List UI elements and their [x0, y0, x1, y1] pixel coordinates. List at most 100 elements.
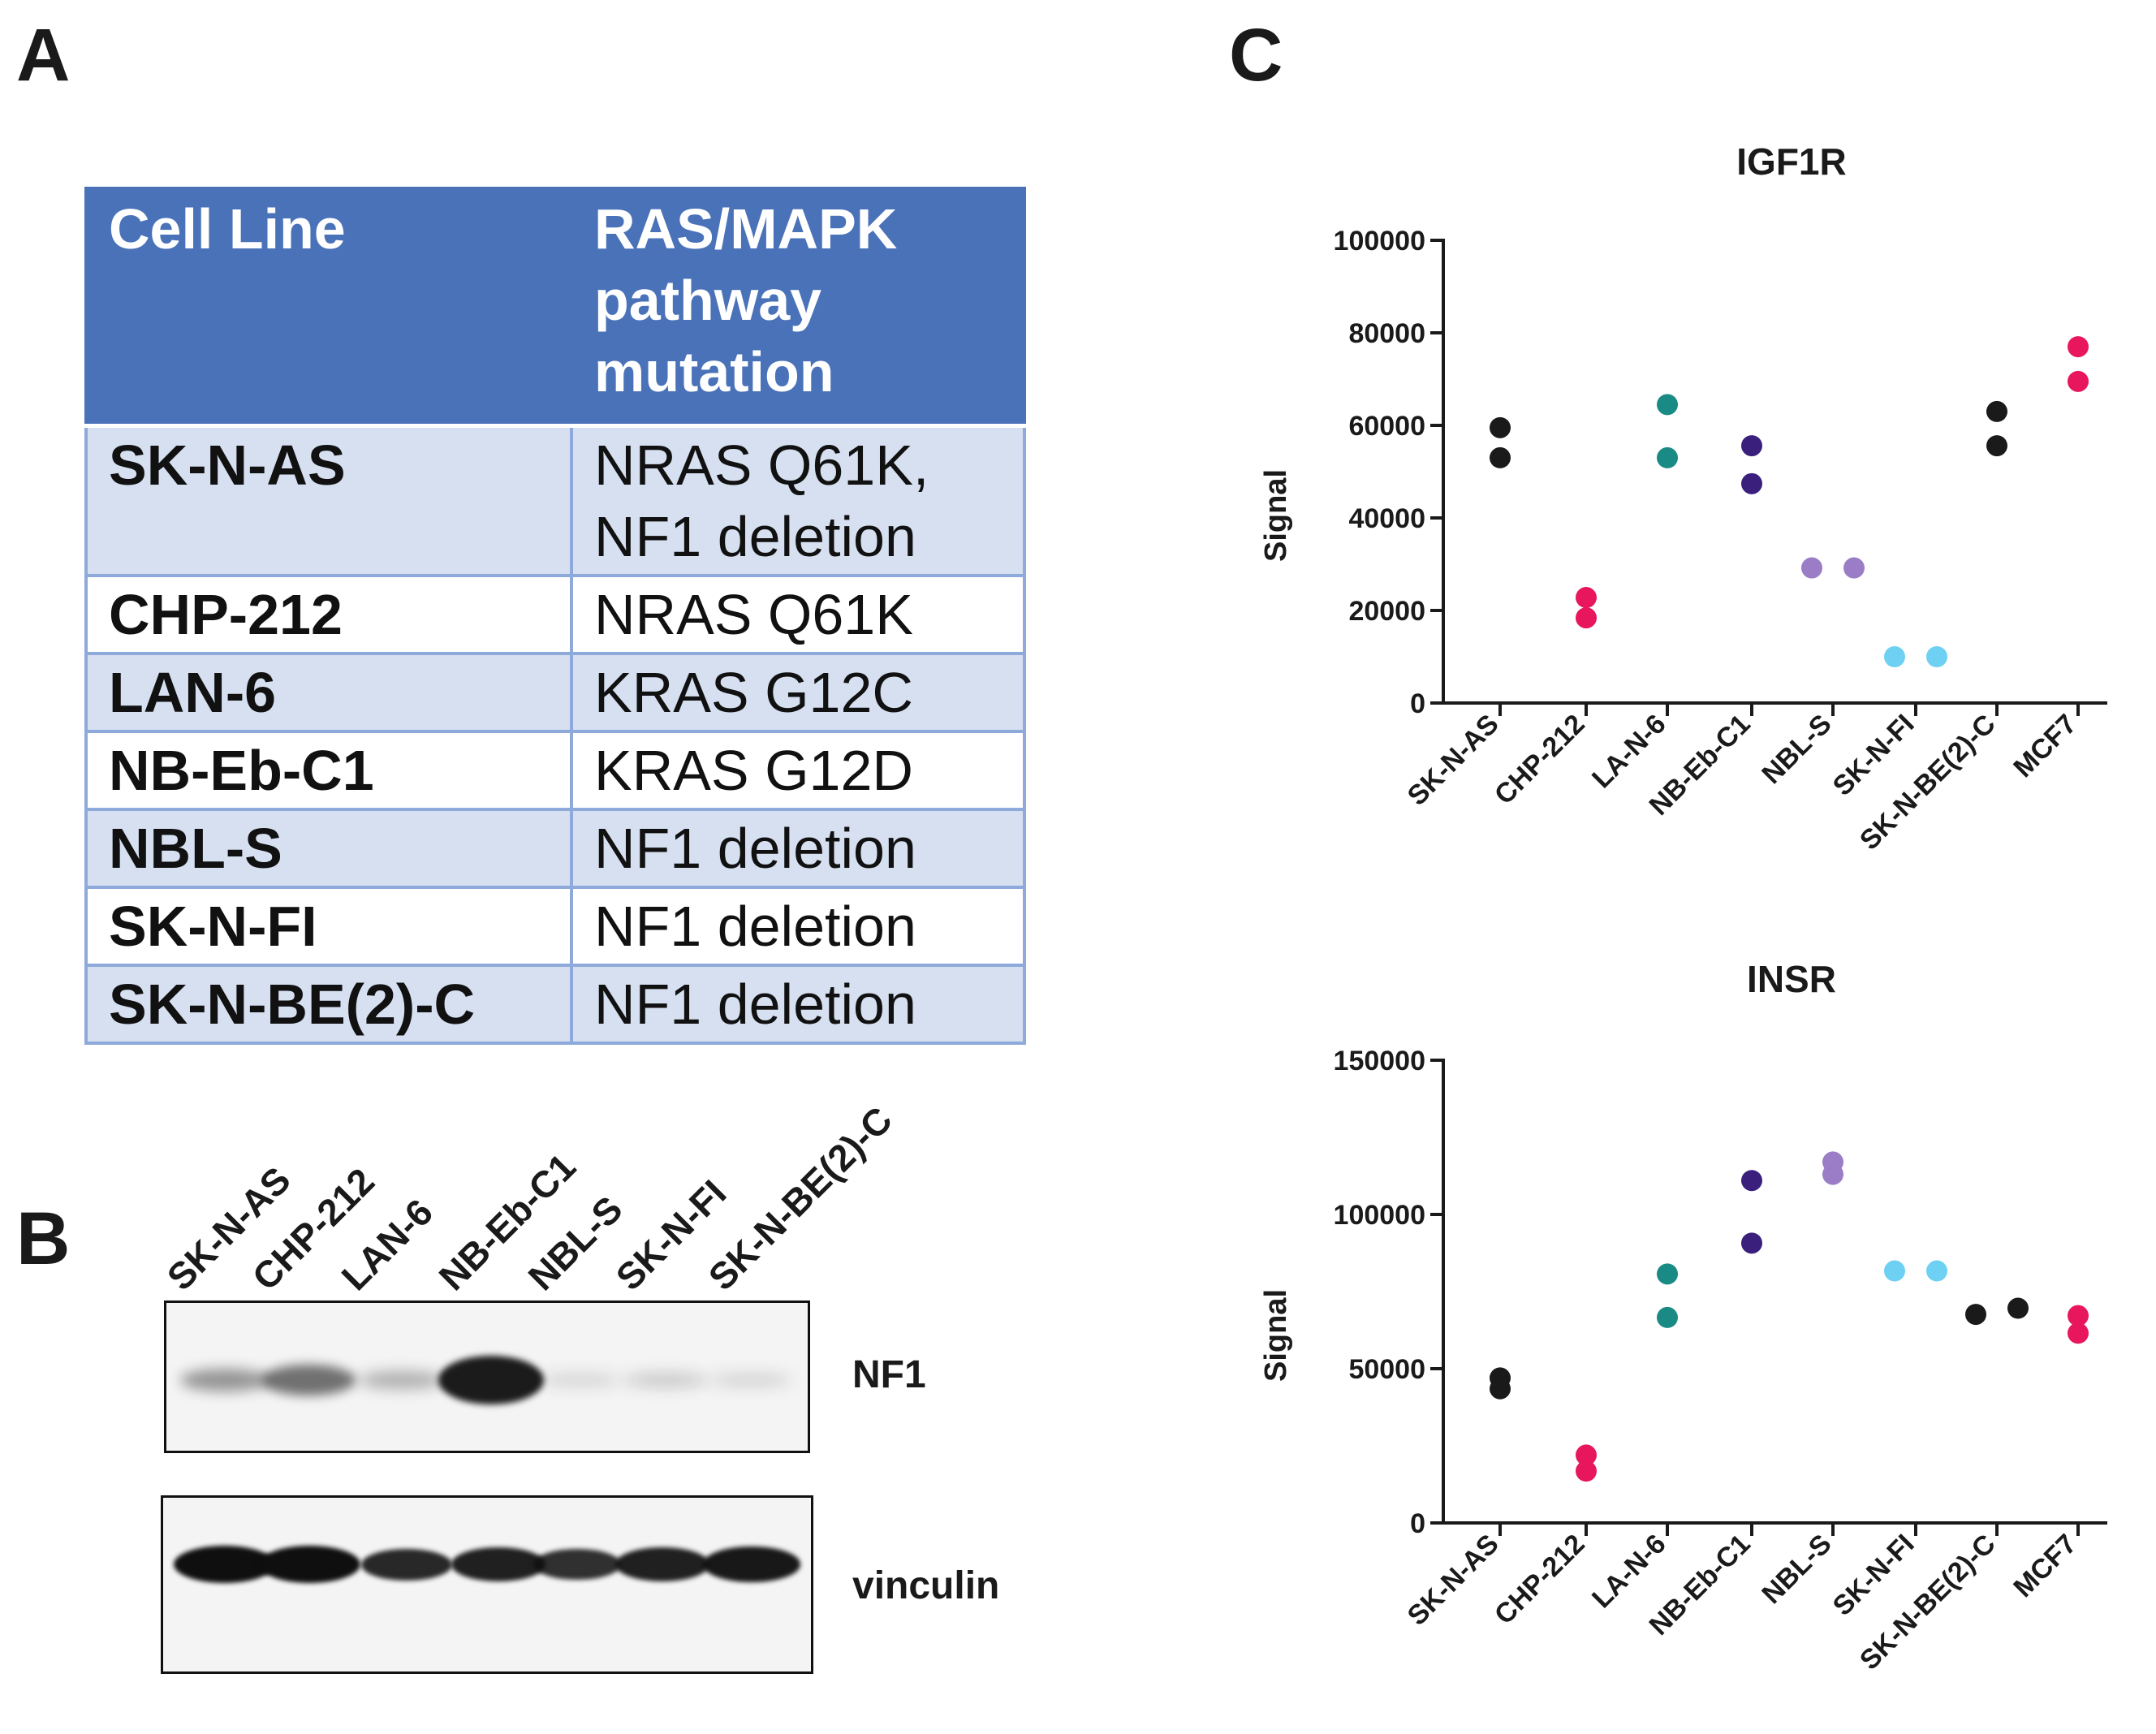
table-row: SK-N-AS NRAS Q61K, NF1 deletion — [84, 424, 1026, 577]
cell-line-name: SK-N-AS — [84, 424, 573, 577]
table-row: SK-N-BE(2)-C NF1 deletion — [84, 964, 1026, 1045]
x-tick-label: LA-N-6 — [1586, 1529, 1672, 1615]
vinculin-band — [173, 1546, 275, 1583]
mutation-table: Cell Line RAS/MAPK pathway mutation SK-N… — [84, 187, 1026, 1045]
data-point — [1576, 607, 1597, 629]
data-point — [1822, 1151, 1843, 1173]
y-tick-label: 0 — [1410, 688, 1425, 719]
x-tick-label: NBL-S — [1756, 1529, 1837, 1610]
nf1-band — [623, 1373, 708, 1387]
x-tick-label: SK-N-AS — [1402, 1529, 1505, 1632]
blot-vinculin — [161, 1495, 813, 1674]
vinculin-band — [703, 1546, 800, 1582]
vinculin-band — [614, 1547, 710, 1581]
data-point — [1986, 435, 2007, 457]
data-point — [1884, 646, 1905, 667]
cell-line-name: SK-N-FI — [84, 886, 573, 967]
cell-line-name: NBL-S — [84, 808, 573, 889]
data-point — [1741, 1232, 1762, 1254]
data-point — [1741, 435, 1762, 457]
data-point — [2068, 370, 2089, 392]
table-row: NB-Eb-C1 KRAS G12D — [84, 730, 1026, 811]
data-point — [1741, 1170, 1762, 1192]
header-mutation: RAS/MAPK pathway mutation — [570, 187, 1026, 428]
mutation-value: KRAS G12C — [570, 652, 1026, 733]
vinculin-band — [361, 1548, 452, 1581]
panel-label-a: A — [16, 14, 71, 97]
data-point — [1657, 394, 1678, 416]
data-point — [1801, 557, 1822, 579]
x-tick-label: CHP-212 — [1489, 1529, 1591, 1631]
data-point — [2068, 1322, 2089, 1344]
y-tick-label: 100000 — [1334, 226, 1425, 257]
data-point — [1926, 1260, 1947, 1282]
nf1-band — [709, 1374, 792, 1387]
data-point — [1657, 1263, 1678, 1285]
mutation-value: NRAS Q61K, NF1 deletion — [570, 424, 1026, 577]
y-tick-label: 20000 — [1348, 596, 1425, 627]
protein-label-vinculin: vinculin — [852, 1564, 1000, 1607]
nf1-band — [438, 1356, 544, 1404]
vinculin-band — [533, 1549, 622, 1580]
x-tick-label: SK-N-AS — [1402, 709, 1505, 812]
data-point — [1576, 1444, 1597, 1466]
protein-label-nf1: NF1 — [852, 1353, 926, 1396]
mutation-value: NF1 deletion — [570, 964, 1026, 1045]
table-row: NBL-S NF1 deletion — [84, 808, 1026, 889]
cell-line-name: NB-Eb-C1 — [84, 730, 573, 811]
nf1-band — [358, 1370, 446, 1390]
cell-line-name: CHP-212 — [84, 574, 573, 655]
y-tick-label: 0 — [1410, 1508, 1425, 1539]
data-point — [2068, 1305, 2089, 1326]
data-point — [1926, 646, 1947, 667]
data-point — [2068, 336, 2089, 358]
data-point — [1741, 472, 1762, 494]
data-point — [1884, 1260, 1905, 1282]
cell-line-name: LAN-6 — [84, 652, 573, 733]
mutation-value: NRAS Q61K — [570, 574, 1026, 655]
data-point — [1490, 1367, 1511, 1389]
table-header-row: Cell Line RAS/MAPK pathway mutation — [84, 187, 1026, 428]
blot-nf1 — [164, 1300, 810, 1453]
data-point — [1965, 1304, 1986, 1326]
panel-label-b: B — [16, 1197, 71, 1280]
mutation-value: NF1 deletion — [570, 886, 1026, 967]
y-tick-label: 100000 — [1334, 1200, 1425, 1231]
y-tick-label: 150000 — [1334, 1046, 1425, 1076]
data-point — [2007, 1297, 2029, 1319]
x-tick-label: LA-N-6 — [1586, 709, 1672, 795]
cell-line-name: SK-N-BE(2)-C — [84, 964, 573, 1045]
vinculin-band — [258, 1546, 360, 1583]
data-point — [1576, 587, 1597, 609]
table-row: CHP-212 NRAS Q61K — [84, 574, 1026, 655]
panel-label-c: C — [1229, 14, 1283, 97]
data-point — [1986, 400, 2007, 422]
y-tick-label: 50000 — [1348, 1354, 1425, 1385]
mutation-value: NF1 deletion — [570, 808, 1026, 889]
x-tick-label: NBL-S — [1756, 709, 1837, 790]
data-point — [1657, 446, 1678, 468]
data-point — [1843, 557, 1865, 579]
y-tick-label: 80000 — [1348, 318, 1425, 349]
y-axis-label: Signal — [1259, 469, 1293, 562]
nf1-band — [261, 1364, 356, 1396]
data-point — [1490, 446, 1511, 468]
chart-title: IGF1R — [1736, 140, 1846, 183]
nf1-band — [539, 1374, 622, 1387]
x-tick-label: MCF7 — [2007, 1529, 2082, 1603]
table-row: SK-N-FI NF1 deletion — [84, 886, 1026, 967]
table-row: LAN-6 KRAS G12C — [84, 652, 1026, 733]
nf1-band — [179, 1368, 270, 1392]
mutation-value: KRAS G12D — [570, 730, 1026, 811]
x-tick-label: CHP-212 — [1489, 709, 1591, 811]
vinculin-band — [451, 1547, 546, 1581]
data-point — [1657, 1306, 1678, 1328]
x-tick-label: MCF7 — [2007, 709, 2082, 783]
header-cell-line: Cell Line — [84, 187, 573, 428]
y-tick-label: 60000 — [1348, 411, 1425, 442]
data-point — [1576, 1460, 1597, 1482]
y-tick-label: 40000 — [1348, 503, 1425, 534]
data-point — [1490, 416, 1511, 438]
y-axis-label: Signal — [1259, 1289, 1293, 1382]
